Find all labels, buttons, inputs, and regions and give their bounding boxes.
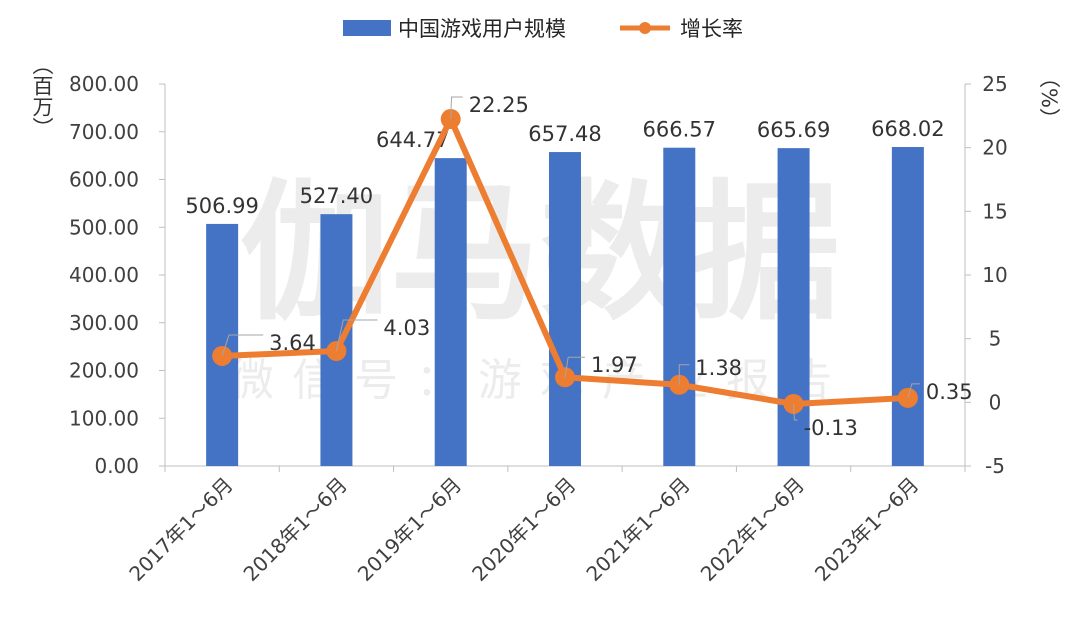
left-tick-label: 200.00 — [69, 359, 139, 383]
legend-bar-swatch — [343, 20, 391, 36]
x-axis-labels: 2017年1～6月 2018年1～6月 2019年1～6月 2020年1～6月 2021… — [124, 473, 923, 586]
growth-label-1: 3.64 — [269, 331, 316, 355]
legend-bar-label: 中国游戏用户规模 — [398, 17, 566, 41]
x-label-5: 2021年1～6月 — [581, 473, 694, 586]
legend-line-marker — [639, 22, 651, 34]
left-tick-label: 300.00 — [69, 311, 139, 335]
bar-3 — [434, 158, 467, 467]
x-label-1: 2017年1～6月 — [124, 473, 237, 586]
right-tick-label: 15 — [982, 199, 1007, 223]
growth-leader-3 — [450, 96, 463, 120]
growth-label-7: 0.35 — [926, 380, 973, 404]
line-labels: 3.64 4.03 22.25 1.97 1.38 -0.13 0.35 — [221, 93, 973, 440]
growth-label-4: 1.97 — [591, 353, 638, 377]
left-tick-label: 700.00 — [69, 120, 139, 144]
x-label-6: 2022年1～6月 — [696, 473, 809, 586]
axes: 0.00 100.00 200.00 300.00 400.00 500.00 600.00… — [69, 72, 1008, 478]
growth-leader-1 — [221, 334, 264, 357]
left-tick-label: 100.00 — [69, 406, 139, 430]
bar-label-7: 668.02 — [871, 117, 944, 141]
growth-leader-7 — [907, 383, 920, 399]
right-tick-label: 20 — [982, 136, 1007, 160]
right-tick-label: 25 — [982, 72, 1007, 96]
growth-leader-4 — [564, 356, 585, 378]
bar-4 — [549, 152, 581, 467]
x-label-4: 2020年1～6月 — [467, 473, 580, 586]
bar-2 — [320, 214, 353, 466]
left-tick-label: 0.00 — [94, 454, 139, 478]
growth-label-6: -0.13 — [804, 416, 858, 440]
bar-label-1: 506.99 — [185, 194, 258, 218]
x-label-7: 2023年1～6月 — [810, 473, 923, 586]
x-label-3: 2019年1～6月 — [353, 473, 466, 586]
growth-label-3: 22.25 — [469, 93, 529, 117]
left-tick-label: 500.00 — [69, 215, 139, 239]
legend: 中国游戏用户规模 增长率 — [343, 17, 743, 41]
bar-1 — [206, 223, 239, 466]
bar-label-2: 527.40 — [300, 184, 373, 208]
x-label-2: 2018年1～6月 — [239, 473, 352, 586]
bar-label-4: 657.48 — [528, 122, 601, 146]
bar-label-5: 666.57 — [643, 118, 716, 142]
left-axis-unit: （百万） — [30, 54, 54, 138]
growth-label-2: 4.03 — [383, 316, 430, 340]
bar-7 — [891, 147, 924, 466]
right-tick-label: 0 — [989, 390, 1002, 414]
growth-leader-2 — [335, 319, 378, 352]
growth-label-5: 1.38 — [695, 356, 742, 380]
right-tick-label: -5 — [985, 454, 1005, 478]
right-tick-label: 5 — [989, 327, 1002, 351]
bar-5 — [663, 147, 696, 466]
left-tick-label: 800.00 — [69, 72, 139, 96]
left-tick-label: 400.00 — [69, 263, 139, 287]
right-tick-label: 10 — [982, 263, 1007, 287]
left-tick-label: 600.00 — [69, 168, 139, 192]
growth-leader-5 — [678, 364, 690, 385]
legend-line-label: 增长率 — [680, 17, 743, 41]
bar-label-6: 665.69 — [757, 118, 830, 142]
right-axis-unit: （%） — [1037, 67, 1061, 129]
growth-leader-6 — [793, 403, 798, 421]
